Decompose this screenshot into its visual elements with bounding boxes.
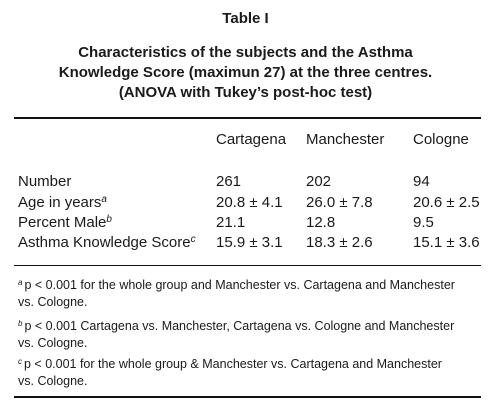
footnote-line-2: vs. Cologne. [18, 374, 88, 388]
footnote-mark: b [18, 319, 23, 328]
table-caption: Characteristics of the subjects and the … [0, 43, 491, 103]
footnote-mark: a [18, 278, 23, 287]
row-label: Asthma Knowledge Scorec [18, 234, 196, 251]
middle-rule [14, 265, 481, 266]
footnote-mark: b [106, 214, 112, 225]
cell-cartagena: 15.9 ± 3.1 [216, 234, 283, 251]
row-label-text: Number [18, 173, 72, 190]
row-label-text: Percent Male [18, 214, 107, 231]
cell-manchester: 202 [306, 173, 332, 190]
cell-cartagena: 261 [216, 173, 242, 190]
cell-cartagena: 20.8 ± 4.1 [216, 194, 283, 211]
cell-cologne: 9.5 [413, 214, 434, 231]
caption-line-3: (ANOVA with Tukey’s post-hoc test) [118, 84, 373, 101]
table-label: Table I [222, 10, 269, 27]
footnote-mark: c [18, 357, 22, 366]
footnote-mark: a [101, 194, 107, 205]
row-label: Age in yearsa [18, 194, 107, 211]
footnote-mark: c [190, 234, 196, 245]
cell-manchester: 12.8 [306, 214, 336, 231]
cell-cologne: 20.6 ± 2.5 [413, 194, 480, 211]
cell-cartagena: 21.1 [216, 214, 246, 231]
cell-cologne: 94 [413, 173, 430, 190]
column-header-cartagena: Cartagena [216, 131, 287, 148]
row-label: Percent Maleb [18, 214, 112, 231]
column-header-cologne: Cologne [413, 131, 469, 148]
row-label-text: Asthma Knowledge Score [18, 234, 191, 251]
column-header-manchester: Manchester [306, 131, 385, 148]
footnote-text: p < 0.001 for the whole group & Manchest… [24, 357, 442, 371]
footnote-text: p < 0.001 Cartagena vs. Manchester, Cart… [24, 319, 455, 333]
footnote-line-2: vs. Cologne. [18, 336, 88, 350]
caption-line-2: Knowledge Score (maximun 27) at the thre… [58, 64, 433, 81]
row-label: Number [18, 173, 71, 190]
cell-manchester: 26.0 ± 7.8 [306, 194, 373, 211]
caption-line-1: Characteristics of the subjects and the … [78, 44, 413, 61]
cell-cologne: 15.1 ± 3.6 [413, 234, 480, 251]
cell-manchester: 18.3 ± 2.6 [306, 234, 373, 251]
top-rule [14, 117, 481, 119]
footnote-line-2: vs. Cologne. [18, 295, 88, 309]
bottom-rule [14, 396, 481, 398]
row-label-text: Age in years [18, 194, 102, 211]
footnote-text: p < 0.001 for the whole group and Manche… [24, 278, 455, 292]
